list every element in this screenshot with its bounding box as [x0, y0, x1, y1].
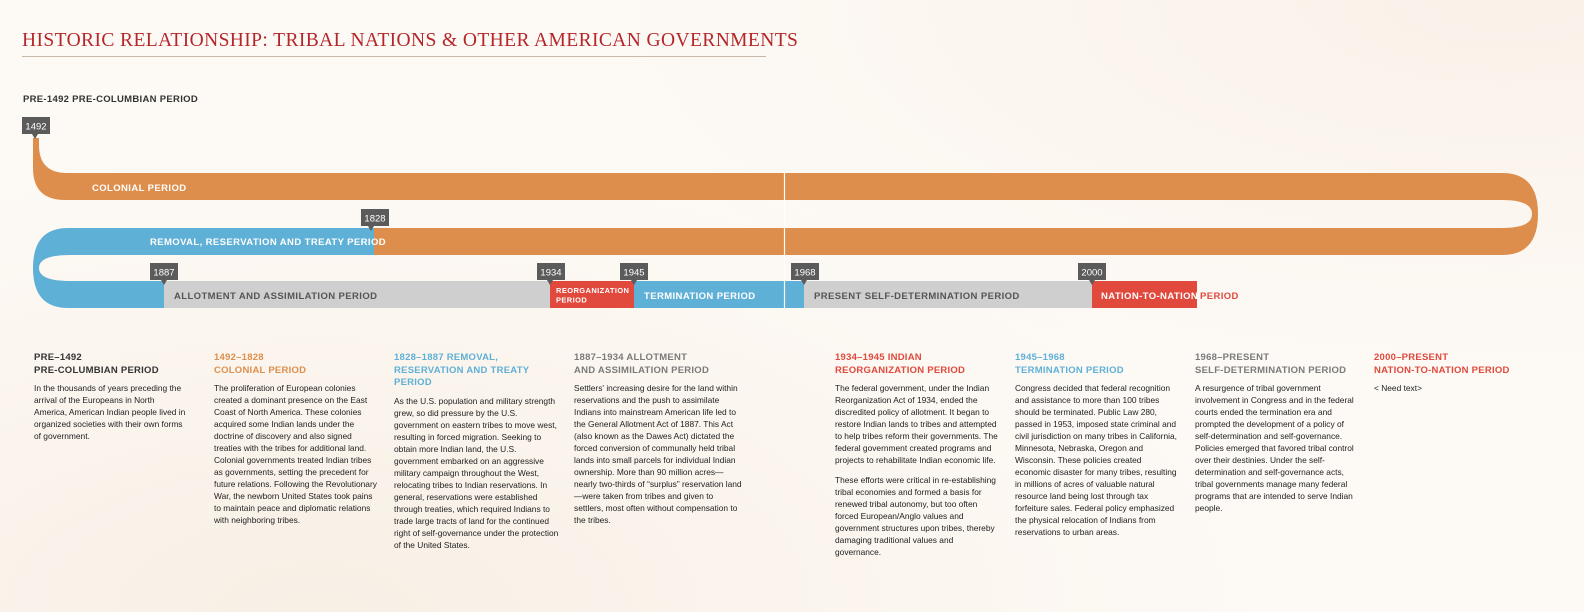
column-heading-line2: REORGANIZATION PERIOD: [835, 364, 966, 376]
column-heading-line2: COLONIAL PERIOD: [214, 364, 307, 376]
column-paragraph: In the thousands of years preceding the …: [34, 383, 186, 441]
column-heading-line2: PRE-COLUMBIAN PERIOD: [34, 364, 159, 376]
year-label-1492: 1492: [25, 122, 46, 133]
column-heading: 1945–1968 TERMINATION PERIOD: [1015, 352, 1179, 377]
year-marker-1887: 1887: [150, 263, 178, 285]
column-allotment: 1887–1934 ALLOTMENT AND ASSIMILATION PER…: [574, 352, 742, 534]
year-label-1828: 1828: [364, 214, 385, 225]
column-nation-to-nation: 2000–PRESENT NATION-TO-NATION PERIOD < N…: [1374, 352, 1524, 402]
column-paragraph: These efforts were critical in re-establ…: [835, 475, 996, 557]
column-paragraph: As the U.S. population and military stre…: [394, 395, 559, 550]
year-label-1934: 1934: [540, 268, 561, 279]
column-heading-line2: RESERVATION AND TREATY PERIOD: [394, 364, 530, 389]
column-heading-line1: 2000–PRESENT: [1374, 352, 1449, 363]
column-removal: 1828–1887 REMOVAL, RESERVATION AND TREAT…: [394, 352, 562, 559]
year-marker-2000: 2000: [1078, 263, 1106, 285]
column-heading-line1: 1968–PRESENT: [1195, 352, 1270, 363]
column-paragraph: Congress decided that federal recognitio…: [1015, 383, 1177, 537]
page-title: HISTORIC RELATIONSHIP: TRIBAL NATIONS & …: [22, 30, 799, 51]
column-heading-line1: 1828–1887 REMOVAL,: [394, 352, 499, 363]
column-heading-line1: 1887–1934 ALLOTMENT: [574, 352, 688, 363]
colonial-band: [33, 138, 1538, 255]
column-reorganization: 1934–1945 INDIAN REORGANIZATION PERIOD T…: [835, 352, 999, 566]
reorganization-label-line1: REORGANIZATION: [556, 286, 629, 295]
column-paragraph: Settlers' increasing desire for the land…: [574, 383, 742, 525]
column-heading: PRE–1492 PRE-COLUMBIAN PERIOD: [34, 352, 186, 377]
column-paragraph: A resurgence of tribal government involv…: [1195, 383, 1354, 513]
removal-label: REMOVAL, RESERVATION AND TREATY PERIOD: [150, 237, 386, 248]
year-marker-1828: 1828: [361, 209, 389, 231]
column-heading-line1: 1945–1968: [1015, 352, 1065, 363]
colonial-label: COLONIAL PERIOD: [92, 183, 187, 194]
column-heading-line2: SELF-DETERMINATION PERIOD: [1195, 364, 1347, 376]
column-paragraph: The proliferation of European colonies c…: [214, 383, 377, 525]
column-heading: 1968–PRESENT SELF-DETERMINATION PERIOD: [1195, 352, 1361, 377]
column-heading: 1492–1828 COLONIAL PERIOD: [214, 352, 380, 377]
self-determination-label: PRESENT SELF-DETERMINATION PERIOD: [814, 291, 1020, 302]
timeline-diagram: 1492 1828 1887 1934 1945 1968 2000 COLON…: [22, 117, 1538, 308]
column-colonial: 1492–1828 COLONIAL PERIOD The proliferat…: [214, 352, 380, 534]
column-heading-line2: AND ASSIMILATION PERIOD: [574, 364, 710, 376]
self-determination-band: [804, 281, 1092, 308]
nation-to-nation-label-suffix: PERIOD: [1200, 291, 1239, 302]
year-label-1945: 1945: [623, 268, 644, 279]
year-label-2000: 2000: [1081, 268, 1102, 279]
reorganization-band: [550, 281, 634, 308]
pre-columbian-heading: PRE-1492 PRE-COLUMBIAN PERIOD: [23, 94, 198, 105]
year-marker-1968: 1968: [791, 263, 819, 285]
title-divider: [22, 56, 766, 57]
column-heading-line2: TERMINATION PERIOD: [1015, 364, 1124, 376]
year-marker-1492: 1492: [22, 117, 50, 139]
column-heading-line1: PRE–1492: [34, 352, 82, 363]
column-paragraph: < Need text>: [1374, 383, 1422, 393]
nation-to-nation-label: NATION-TO-NATION: [1101, 291, 1198, 302]
nation-to-nation-band: [1092, 281, 1197, 308]
allotment-band: [164, 281, 550, 308]
removal-band: [33, 228, 374, 308]
column-heading-line1: 1934–1945 INDIAN: [835, 352, 922, 363]
column-heading-line1: 1492–1828: [214, 352, 264, 363]
column-heading: 2000–PRESENT NATION-TO-NATION PERIOD: [1374, 352, 1524, 377]
termination-band: [634, 281, 804, 308]
allotment-label: ALLOTMENT AND ASSIMILATION PERIOD: [174, 291, 377, 302]
column-heading-line2: NATION-TO-NATION PERIOD: [1374, 364, 1510, 376]
year-marker-1934: 1934: [537, 263, 565, 285]
termination-label: TERMINATION PERIOD: [644, 291, 756, 302]
column-termination: 1945–1968 TERMINATION PERIOD Congress de…: [1015, 352, 1179, 546]
year-marker-1945: 1945: [620, 263, 648, 285]
year-label-1968: 1968: [794, 268, 815, 279]
column-pre-columbian: PRE–1492 PRE-COLUMBIAN PERIOD In the tho…: [34, 352, 186, 450]
column-self-determination: 1968–PRESENT SELF-DETERMINATION PERIOD A…: [1195, 352, 1361, 522]
reorganization-label-line2: PERIOD: [556, 296, 587, 305]
year-label-1887: 1887: [153, 268, 174, 279]
column-heading: 1828–1887 REMOVAL, RESERVATION AND TREAT…: [394, 352, 562, 390]
column-heading: 1934–1945 INDIAN REORGANIZATION PERIOD: [835, 352, 999, 377]
column-heading: 1887–1934 ALLOTMENT AND ASSIMILATION PER…: [574, 352, 742, 377]
column-paragraph: The federal government, under the Indian…: [835, 383, 998, 465]
